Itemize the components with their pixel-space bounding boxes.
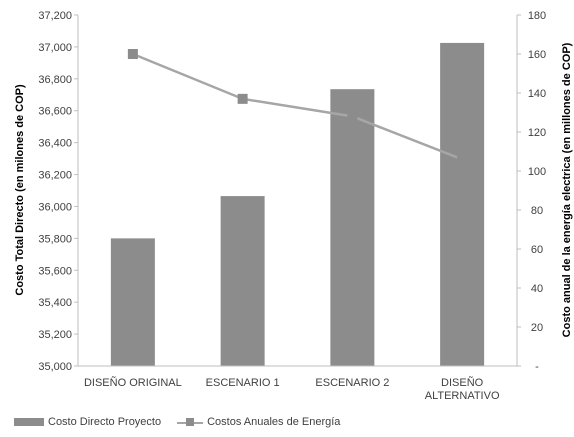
x-tick-label: DISEÑO ORIGINAL bbox=[84, 376, 182, 389]
bar bbox=[440, 42, 485, 366]
x-tick-label: ESCENARIO 1 bbox=[206, 377, 280, 389]
line-point-marker bbox=[237, 93, 248, 104]
right-axis-ticks: - 20 40 60 80 100 120 140 160 180 bbox=[517, 10, 546, 373]
x-axis-ticks: DISEÑO ORIGINAL ESCENARIO 1 ESCENARIO 2 DIS… bbox=[84, 376, 500, 402]
right-tick-label: 140 bbox=[528, 88, 546, 100]
bar bbox=[330, 89, 375, 367]
right-tick-label: 180 bbox=[528, 10, 546, 22]
left-tick-label: 36,000 bbox=[38, 201, 72, 213]
legend-item-line: Costos Anuales de Energía bbox=[177, 416, 340, 428]
left-tick-label: 37,200 bbox=[38, 10, 72, 22]
right-tick-label: 80 bbox=[531, 205, 543, 217]
line-point-marker bbox=[457, 154, 468, 165]
right-tick-label: 100 bbox=[528, 166, 546, 178]
legend-line-label: Costos Anuales de Energía bbox=[207, 416, 341, 428]
left-tick-label: 35,200 bbox=[38, 329, 72, 341]
x-tick-label: DISEÑO ALTERNATIVO bbox=[425, 376, 500, 402]
bar bbox=[110, 238, 155, 366]
left-tick-label: 35,000 bbox=[38, 361, 72, 373]
x-tick-label: ESCENARIO 2 bbox=[315, 377, 389, 389]
left-tick-label: 35,800 bbox=[38, 233, 72, 245]
legend: Costo Directo Proyecto Costos Anuales de… bbox=[14, 416, 356, 428]
right-tick-label: 20 bbox=[531, 322, 543, 334]
bar bbox=[220, 196, 265, 366]
legend-line-swatch bbox=[177, 417, 204, 427]
line-series-layer bbox=[127, 49, 468, 165]
bars-layer bbox=[110, 42, 485, 367]
y-right-axis-title: Costo anual de la energía electrica (en … bbox=[561, 42, 573, 337]
legend-bar-label: Costo Directo Proyecto bbox=[48, 416, 162, 428]
right-tick-label: 120 bbox=[528, 127, 546, 139]
right-tick-label: 60 bbox=[531, 244, 543, 256]
left-axis-ticks: 35,000 35,200 35,400 35,600 35,800 36,000 36,2… bbox=[38, 10, 78, 373]
series-line bbox=[132, 52, 463, 161]
right-tick-label: 40 bbox=[531, 283, 543, 295]
line-point-marker bbox=[347, 111, 358, 122]
axes-layer bbox=[77, 15, 518, 367]
left-tick-label: 36,600 bbox=[38, 106, 72, 118]
left-tick-label: 36,200 bbox=[38, 170, 72, 182]
line-point-marker bbox=[127, 49, 138, 59]
right-tick-label: 160 bbox=[528, 49, 546, 61]
left-tick-label: 35,600 bbox=[38, 265, 72, 277]
left-tick-label: 37,000 bbox=[38, 42, 72, 54]
y-left-axis-title: Costo Total Directo (en milones de COP) bbox=[14, 84, 26, 296]
legend-item-bar: Costo Directo Proyecto bbox=[14, 416, 161, 428]
right-tick-label: - bbox=[535, 361, 539, 373]
left-tick-label: 36,800 bbox=[38, 74, 72, 86]
legend-bar-swatch bbox=[14, 418, 44, 426]
left-tick-label: 35,400 bbox=[38, 297, 72, 309]
left-tick-label: 36,400 bbox=[38, 138, 72, 150]
